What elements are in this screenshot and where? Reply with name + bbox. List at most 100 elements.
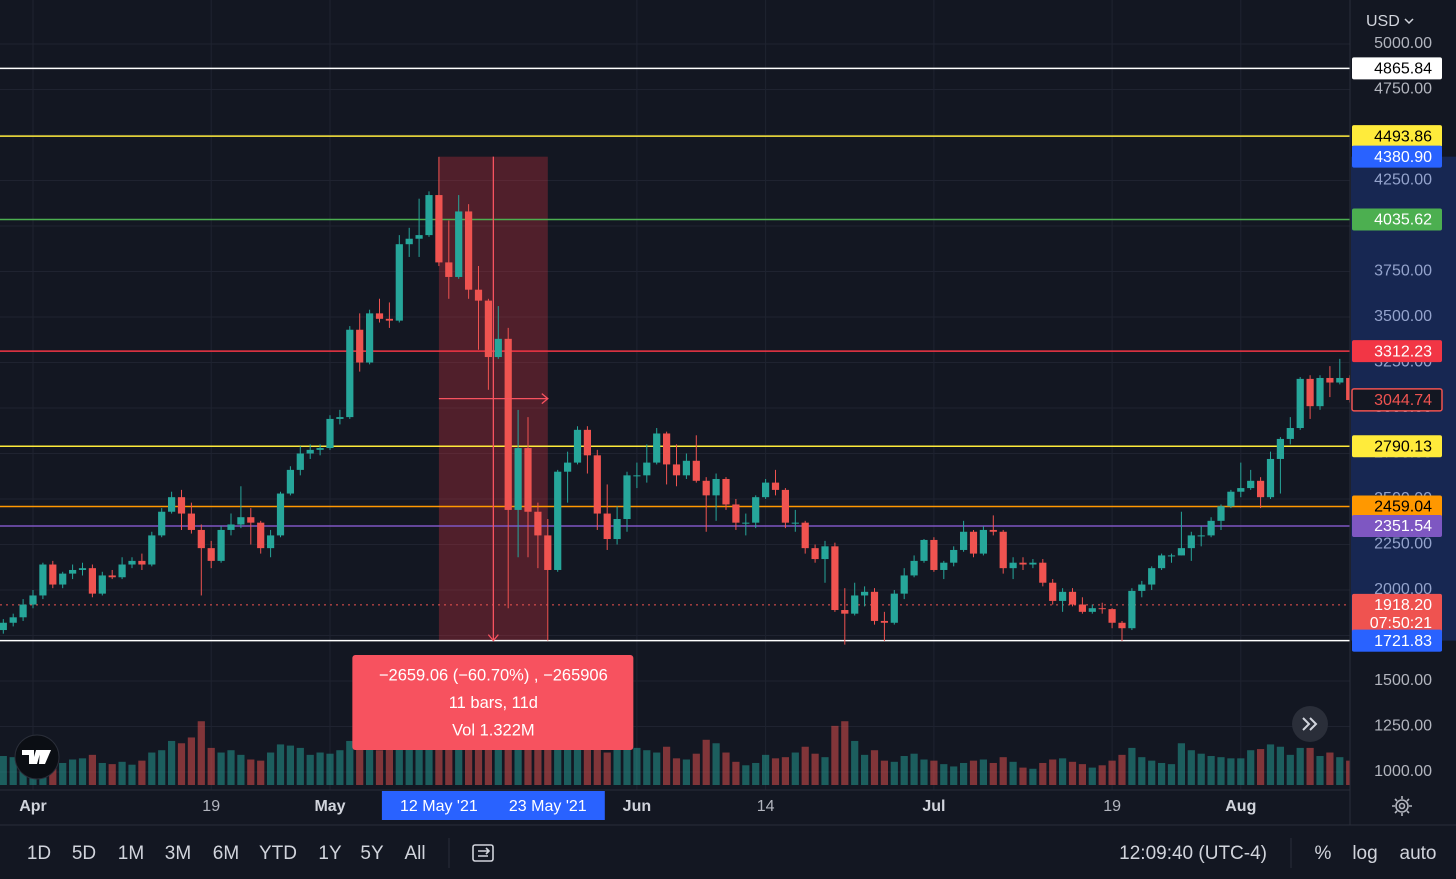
price-badge: [1352, 629, 1442, 652]
range-button[interactable]: 1D: [27, 843, 51, 864]
candle-body: [197, 529, 205, 549]
volume-bar: [722, 752, 730, 785]
volume-bar: [771, 758, 780, 785]
candle-body: [762, 482, 770, 498]
volume-bar: [564, 747, 572, 785]
candle-body: [435, 195, 443, 263]
y-tick-label: 3750.00: [1374, 263, 1432, 280]
candle-body: [861, 591, 869, 596]
candle-body: [187, 513, 195, 530]
volume-bar: [910, 753, 918, 785]
candle-body: [920, 539, 928, 561]
candle-body: [1266, 458, 1275, 498]
volume-bar: [752, 762, 760, 785]
volume-bar: [267, 752, 275, 785]
x-tick-label: Jun: [623, 798, 651, 815]
range-button[interactable]: 5Y: [360, 843, 384, 864]
volume-bar: [603, 752, 611, 785]
range-button[interactable]: YTD: [259, 843, 297, 864]
volume-bar: [1088, 767, 1096, 785]
volume-bar: [1049, 759, 1057, 785]
volume-bar: [415, 749, 423, 785]
candle-body: [781, 489, 789, 523]
candle-body: [247, 517, 255, 523]
compare-icon[interactable]: [472, 844, 494, 862]
scroll-button[interactable]: [1292, 706, 1328, 742]
candle-body: [851, 595, 859, 614]
price-badge: [1352, 125, 1442, 148]
countdown: 07:50:21: [1370, 615, 1432, 632]
settings-icon[interactable]: [1392, 796, 1412, 816]
candle-body: [168, 497, 176, 512]
candle-body: [474, 289, 483, 301]
volume-bar: [554, 732, 562, 785]
candle-body: [940, 562, 948, 570]
volume-bar: [306, 754, 314, 785]
volume-bar: [227, 750, 235, 785]
current-price-badge-label: 3044.74: [1374, 392, 1432, 409]
y-tick-label: 4250.00: [1374, 172, 1432, 189]
volume-bar: [969, 760, 978, 785]
price-badge: [1352, 495, 1442, 518]
volume-bar: [1286, 754, 1294, 785]
volume-bar: [880, 760, 888, 785]
x-tick-label: 19: [1103, 798, 1121, 815]
plot: [0, 67, 1350, 785]
candle-body: [455, 211, 463, 277]
price-badge-label: 4035.62: [1374, 212, 1432, 229]
range-button[interactable]: 1Y: [318, 843, 342, 864]
volume-bar: [247, 759, 255, 785]
candle-body: [1346, 377, 1350, 400]
candle-body: [1059, 591, 1067, 601]
range-button[interactable]: 5D: [72, 843, 96, 864]
volume-bar: [217, 752, 225, 785]
volume-bar: [514, 721, 522, 785]
volume-bar: [1346, 760, 1350, 785]
candle-body: [712, 478, 720, 496]
volume-bar: [1197, 753, 1205, 785]
currency[interactable]: USD: [1366, 13, 1400, 30]
candle-body: [1316, 377, 1324, 407]
candle-body: [306, 449, 314, 454]
candle-body: [108, 575, 116, 578]
volume-bar: [356, 733, 364, 785]
volume-bar: [366, 743, 374, 785]
volume-bar: [1019, 767, 1027, 785]
candle-body: [1158, 555, 1166, 569]
volume-bar: [900, 756, 908, 785]
candle-body: [1336, 377, 1344, 383]
candle-body: [217, 529, 225, 561]
option-button[interactable]: log: [1352, 843, 1377, 864]
volume-bar: [633, 747, 641, 785]
volume-bar: [1177, 743, 1185, 785]
x-tick-label: 19: [202, 798, 220, 815]
candle-body: [979, 529, 987, 554]
volume-bar: [395, 745, 403, 785]
volume-bar: [346, 740, 354, 785]
volume-bar: [88, 754, 96, 785]
candle-body: [643, 462, 651, 476]
measure-text: Vol 1.322M: [452, 721, 535, 739]
candle-body: [296, 453, 304, 470]
volume-bar: [1237, 758, 1245, 785]
last-close-badge: [1352, 593, 1442, 634]
option-button[interactable]: %: [1315, 843, 1332, 864]
candle-body: [316, 448, 324, 450]
candle-body: [1009, 562, 1017, 569]
range-button[interactable]: 6M: [213, 843, 239, 864]
candle-body: [1217, 506, 1225, 521]
volume-bar: [821, 757, 829, 785]
range-button[interactable]: All: [404, 843, 425, 864]
candle-body: [969, 531, 978, 554]
volume-bar: [237, 754, 245, 785]
range-button[interactable]: 3M: [165, 843, 191, 864]
x-tick-label: Aug: [1225, 798, 1256, 815]
volume-bar: [425, 739, 433, 785]
volume-bar: [1217, 757, 1225, 785]
volume-bar: [583, 746, 591, 785]
candle-body: [69, 569, 77, 574]
volume-bar: [890, 761, 898, 785]
candle-body: [138, 560, 146, 565]
range-button[interactable]: 1M: [118, 843, 144, 864]
option-button[interactable]: auto: [1400, 843, 1437, 864]
